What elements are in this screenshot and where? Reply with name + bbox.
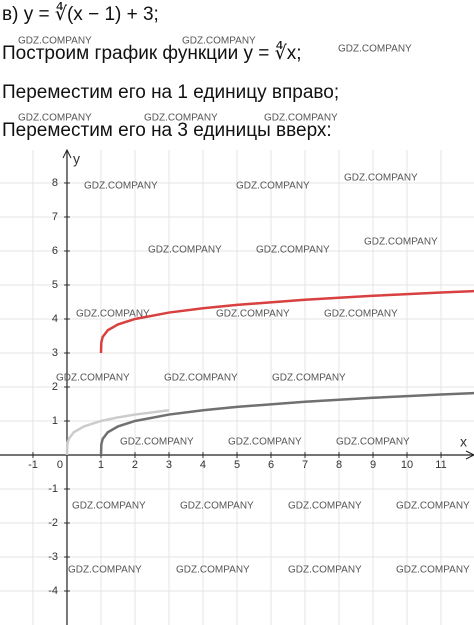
y-tick-label: 2 — [52, 381, 58, 393]
axis-arrow — [465, 450, 474, 460]
watermark: GDZ.COMPANY — [272, 373, 346, 384]
y-tick-label: 1 — [52, 415, 58, 427]
x-tick-label: 2 — [132, 459, 138, 471]
watermark: GDZ.COMPANY — [396, 565, 470, 576]
y-axis-label: y — [73, 151, 80, 167]
watermark: GDZ.COMPANY — [228, 437, 302, 448]
watermark: GDZ.COMPANY — [120, 437, 194, 448]
y-tick-label: 4 — [52, 313, 58, 325]
watermark: GDZ.COMPANY — [18, 113, 92, 124]
x-tick-label: 1 — [98, 459, 104, 471]
watermark: GDZ.COMPANY — [18, 36, 92, 47]
watermark: GDZ.COMPANY — [180, 501, 254, 512]
x-tick-label: 8 — [336, 459, 342, 471]
task-line: Переместим его на 1 единицу вправо; — [2, 82, 339, 103]
watermark: GDZ.COMPANY — [216, 309, 290, 320]
y-tick-label: 5 — [52, 279, 58, 291]
watermark: GDZ.COMPANY — [288, 565, 362, 576]
watermark: GDZ.COMPANY — [264, 113, 338, 124]
x-tick-label: 5 — [234, 459, 240, 471]
watermark: GDZ.COMPANY — [288, 501, 362, 512]
y-tick-label: -2 — [48, 517, 58, 529]
watermark: GDZ.COMPANY — [182, 36, 256, 47]
watermark: GDZ.COMPANY — [338, 44, 412, 55]
y-tick-label: -3 — [48, 551, 58, 563]
series-line — [99, 289, 474, 354]
watermark: GDZ.COMPANY — [72, 501, 146, 512]
task-line: в) y = ∜(x − 1) + 3; — [2, 2, 159, 25]
x-tick-label: 0 — [57, 459, 63, 471]
watermark: GDZ.COMPANY — [364, 237, 438, 248]
watermark: GDZ.COMPANY — [144, 113, 218, 124]
x-tick-label: 7 — [302, 459, 308, 471]
x-tick-label: 6 — [268, 459, 274, 471]
task-line: Переместим его на 3 единицы вверх: — [2, 120, 332, 141]
x-tick-label: -1 — [28, 459, 38, 471]
watermark: GDZ.COMPANY — [84, 181, 158, 192]
watermark: GDZ.COMPANY — [56, 373, 130, 384]
y-tick-label: 8 — [52, 177, 58, 189]
y-tick-label: 7 — [52, 211, 58, 223]
watermark: GDZ.COMPANY — [336, 437, 410, 448]
watermark: GDZ.COMPANY — [256, 245, 330, 256]
x-tick-label: 11 — [435, 459, 446, 471]
watermark: GDZ.COMPANY — [236, 181, 310, 192]
watermark: GDZ.COMPANY — [76, 309, 150, 320]
series-line — [99, 391, 474, 456]
watermark: GDZ.COMPANY — [324, 309, 398, 320]
watermark: GDZ.COMPANY — [68, 565, 142, 576]
watermark: GDZ.COMPANY — [164, 373, 238, 384]
watermark: GDZ.COMPANY — [148, 245, 222, 256]
y-tick-label: -1 — [48, 483, 58, 495]
watermark: GDZ.COMPANY — [176, 565, 250, 576]
series-line — [65, 409, 170, 456]
watermark: GDZ.COMPANY — [396, 501, 470, 512]
x-tick-label: 4 — [200, 459, 206, 471]
y-tick-label: -4 — [48, 585, 58, 597]
y-tick-label: 3 — [52, 347, 58, 359]
task-line: Построим график функции y = ∜x; — [2, 41, 302, 64]
y-tick-label: 6 — [52, 245, 58, 257]
watermark: GDZ.COMPANY — [344, 173, 418, 184]
axis-arrow — [62, 148, 72, 159]
x-axis-label: x — [460, 434, 467, 450]
x-tick-label: 9 — [370, 459, 376, 471]
x-tick-label: 10 — [401, 459, 413, 471]
x-tick-label: 3 — [166, 459, 172, 471]
